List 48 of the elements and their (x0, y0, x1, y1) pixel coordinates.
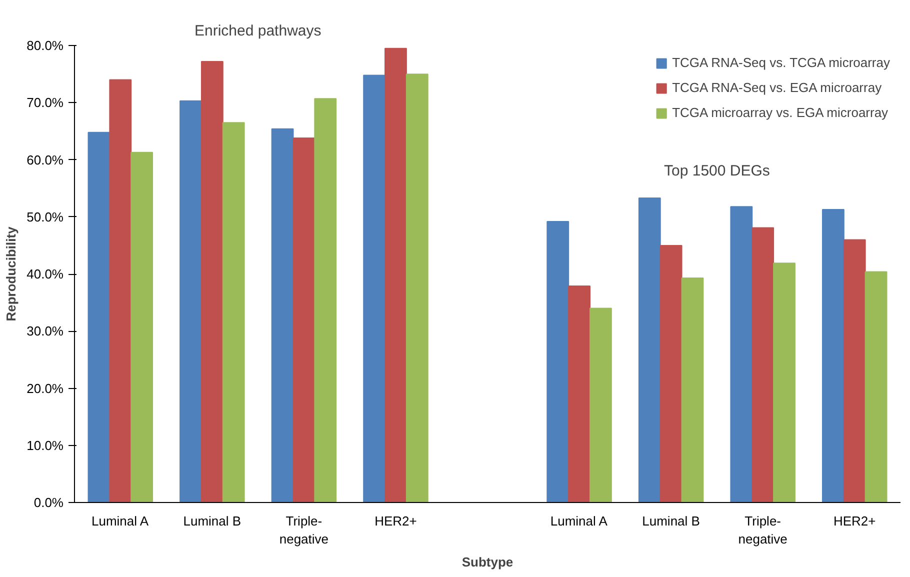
bar (363, 74, 386, 502)
x-tick-label: Triple- negative (738, 514, 788, 546)
y-tick-label: 0.0% (34, 495, 64, 510)
y-tick-label: 10.0% (26, 438, 64, 453)
y-tick-label: 50.0% (26, 209, 64, 224)
bar (681, 278, 704, 502)
x-tick-label: HER2+ (374, 514, 417, 528)
bar (730, 206, 753, 502)
bar (589, 308, 612, 502)
bar (200, 60, 224, 502)
y-tick-label: 40.0% (26, 266, 64, 282)
x-tick-label: Triple- negative (279, 514, 329, 546)
y-tick-label: 30.0% (26, 324, 64, 339)
bar (180, 100, 202, 502)
legend-label: TCGA RNA-Seq vs. TCGA microarray (672, 55, 890, 70)
bar (843, 239, 866, 502)
bar (222, 122, 245, 502)
bar (773, 262, 796, 502)
y-tick-label: 70.0% (26, 95, 64, 110)
bar (88, 132, 110, 502)
bar (752, 227, 774, 502)
x-tick-label: Luminal A (550, 514, 608, 528)
y-axis-title: Reproducibility (4, 226, 19, 322)
bar (568, 285, 590, 502)
legend-label: TCGA microarray vs. EGA microarray (672, 105, 888, 120)
bar (384, 48, 407, 502)
bar (109, 79, 132, 502)
bar (406, 74, 428, 502)
x-tick-label: Luminal B (183, 514, 242, 528)
text: Enriched pathways (194, 22, 322, 40)
x-tick-label: HER2+ (833, 514, 876, 528)
bar (822, 208, 844, 502)
annotation: Top 1500 DEGs (664, 162, 770, 180)
bar (546, 220, 570, 502)
x-axis-title: Subtype (462, 554, 514, 570)
legend-label: TCGA RNA-Seq vs. EGA microarray (672, 80, 882, 95)
bar (292, 138, 316, 502)
y-tick-label: 80.0% (26, 38, 64, 53)
bar (314, 98, 337, 502)
x-tick-label: Luminal B (642, 514, 700, 528)
bar (130, 152, 154, 502)
bar (638, 198, 661, 502)
bar (864, 271, 888, 502)
y-tick-label: 60.0% (26, 152, 64, 168)
bar (271, 128, 294, 502)
y-tick-label: 20.0% (26, 380, 64, 396)
x-tick-label: Luminal A (91, 514, 149, 528)
bar (660, 244, 682, 502)
